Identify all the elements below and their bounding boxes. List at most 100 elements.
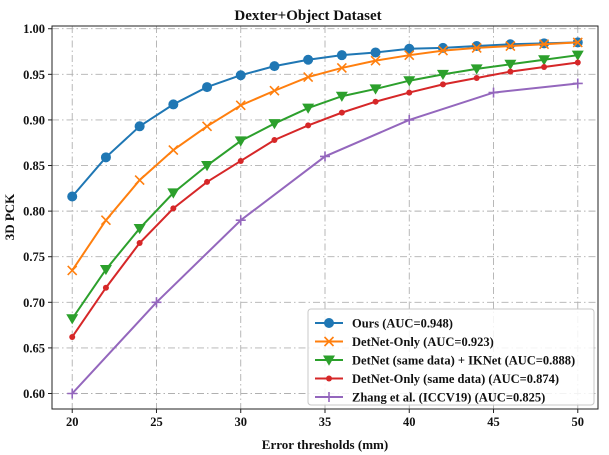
legend-marker: [326, 375, 332, 382]
data-point: [67, 388, 78, 399]
data-point: [439, 81, 446, 88]
data-point: [303, 72, 314, 83]
y-tick-label: 0.75: [23, 250, 45, 264]
data-point: [372, 98, 379, 105]
data-point: [505, 39, 516, 50]
data-point: [269, 85, 280, 96]
series-line: [71, 41, 578, 198]
x-tick-label: 35: [319, 415, 332, 429]
data-point: [471, 41, 482, 52]
y-tick-label: 0.80: [23, 205, 45, 219]
data-point: [133, 223, 146, 235]
series: [66, 50, 584, 325]
data-point: [436, 69, 449, 81]
data-point: [338, 109, 345, 116]
data-point: [167, 188, 180, 199]
data-point: [234, 136, 247, 147]
y-tick-label: 1.00: [23, 22, 45, 36]
series-line: [71, 41, 578, 271]
legend-marker: [324, 318, 334, 328]
data-point: [406, 89, 413, 96]
data-point: [100, 215, 111, 226]
y-axis-label: 3D PCK: [2, 193, 17, 240]
data-point: [99, 264, 112, 276]
data-point: [302, 103, 315, 114]
y-tick-label: 0.60: [23, 387, 45, 401]
data-point: [303, 54, 314, 65]
data-point: [470, 64, 483, 75]
legend-item: DetNet-Only (AUC=0.923): [315, 335, 494, 349]
data-point: [574, 59, 581, 66]
series-layer: [66, 37, 584, 399]
data-point: [69, 333, 76, 340]
legend-label: DetNet-Only (AUC=0.923): [352, 335, 494, 349]
axis-ticks: 20 25 30 35 40 45 50 0.60 0.65 0.70 0.75 0.80 0.85 0.…: [23, 22, 584, 429]
series-line: [71, 54, 578, 320]
legend-item: Ours (AUC=0.948): [315, 317, 453, 331]
data-point: [269, 61, 280, 72]
x-tick-label: 30: [234, 415, 247, 429]
data-point: [170, 205, 177, 212]
data-point: [67, 265, 78, 276]
data-point: [541, 64, 548, 71]
data-point: [271, 136, 278, 143]
data-point: [437, 45, 449, 56]
legend: Ours (AUC=0.948) DetNet-Only (AUC=0.923) D…: [307, 308, 595, 406]
data-point: [336, 50, 347, 61]
data-point: [201, 161, 214, 172]
data-point: [66, 314, 79, 325]
data-point: [507, 68, 514, 75]
data-point: [102, 284, 109, 291]
data-point: [404, 50, 415, 61]
data-point: [268, 119, 281, 130]
data-point: [202, 82, 213, 93]
data-point: [168, 99, 179, 110]
data-point: [67, 191, 78, 202]
legend-item: Zhang et al. (ICCV19) (AUC=0.825): [315, 391, 545, 405]
data-point: [488, 87, 499, 98]
legend-marker: [324, 392, 334, 402]
data-point: [235, 100, 246, 111]
data-point: [151, 297, 162, 308]
data-point: [572, 37, 583, 48]
data-point: [404, 114, 415, 125]
data-point: [235, 215, 246, 226]
data-point: [134, 175, 145, 186]
x-tick-label: 25: [150, 415, 163, 429]
legend-label: Zhang et al. (ICCV19) (AUC=0.825): [352, 391, 545, 405]
series-line: [71, 61, 578, 338]
data-point: [235, 70, 246, 81]
data-point: [370, 47, 381, 58]
data-point: [100, 152, 111, 163]
y-tick-label: 0.65: [23, 341, 45, 355]
data-point: [369, 84, 382, 95]
data-point: [134, 121, 145, 132]
data-point: [403, 76, 416, 87]
legend-marker: [323, 336, 335, 347]
data-point: [538, 55, 551, 66]
data-point: [370, 55, 381, 66]
y-tick-label: 0.85: [23, 159, 45, 173]
data-point: [336, 62, 347, 74]
legend-label: DetNet-Only (same data) (AUC=0.874): [352, 372, 559, 386]
data-point: [572, 78, 583, 89]
data-point: [571, 50, 584, 61]
series: [67, 78, 583, 399]
legend-marker: [323, 355, 335, 366]
y-tick-label: 0.90: [23, 113, 45, 127]
legend-label: Ours (AUC=0.948): [352, 317, 453, 331]
y-tick-label: 0.70: [23, 296, 45, 310]
legend-item: DetNet-Only (same data) (AUC=0.874): [315, 372, 559, 386]
legend-item: DetNet (same data) + IKNet (AUC=0.888): [315, 354, 575, 368]
x-tick-label: 20: [66, 415, 79, 429]
series: [69, 59, 581, 340]
data-point: [505, 40, 516, 52]
series: [67, 37, 583, 276]
legend-label: DetNet (same data) + IKNet (AUC=0.888): [352, 354, 575, 368]
data-point: [404, 43, 415, 54]
data-point: [204, 178, 211, 185]
data-point: [320, 151, 330, 162]
data-point: [168, 144, 179, 156]
x-tick-label: 50: [572, 415, 585, 429]
